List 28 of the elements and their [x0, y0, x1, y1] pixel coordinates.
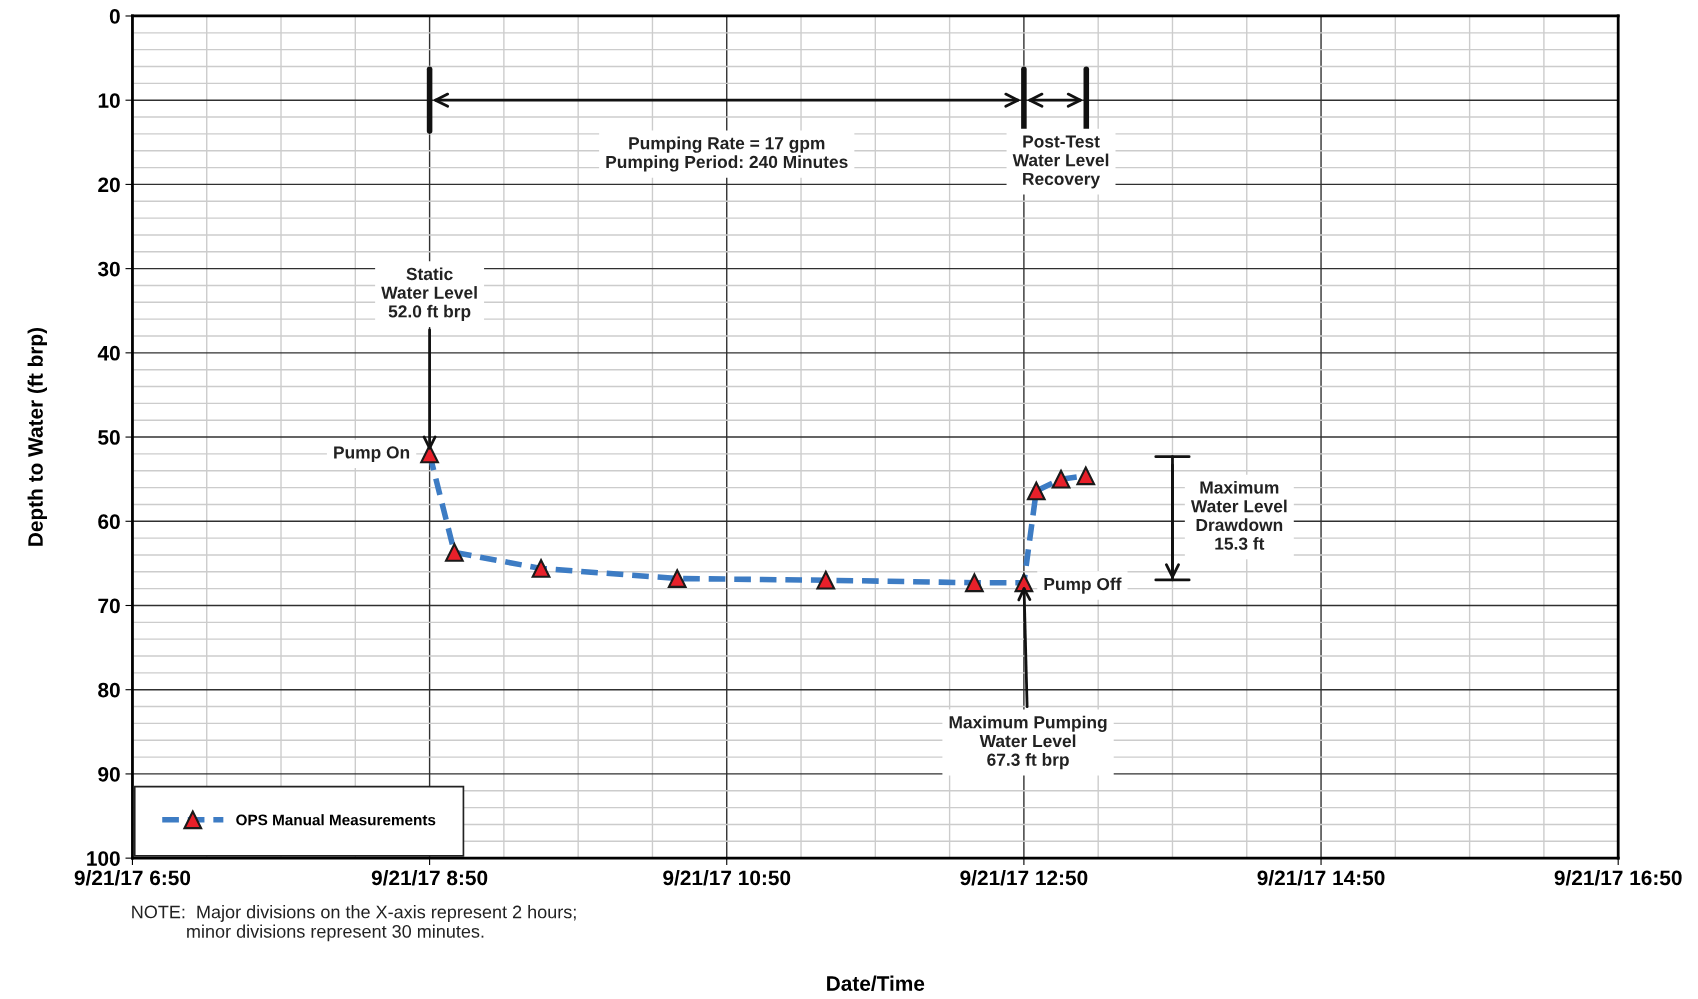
annotation: Pump Off: [1044, 577, 1122, 594]
annotation: Maximum Pumping Water Level 67.3 ft brp: [949, 715, 1107, 770]
y-tick-label: 40: [97, 345, 120, 361]
y-tick-label: 20: [98, 177, 120, 193]
y-tick-label: 100: [87, 851, 120, 866]
annotation: Static Water Level 52.0 ft brp: [381, 267, 477, 321]
x-tick-label: 9/21/17 12:50: [960, 869, 1088, 886]
x-tick-label: 9/21/17 10:50: [663, 869, 791, 886]
y-tick-label: 30: [97, 261, 120, 277]
annotation: Post-Test Water Level Recovery: [1012, 135, 1109, 189]
y-tick-label: 10: [98, 93, 120, 108]
text: NOTE: Major divisions on the X-axis represent 2 hours; minor divisions represent 30 minutes.: [132, 905, 576, 942]
x-tick-label: 9/21/17 6:50: [74, 869, 191, 886]
y-tick-label: 0: [109, 8, 120, 24]
legend-label: OPS Manual Measurements: [236, 814, 436, 826]
x-tick-label: 9/21/17 14:50: [1257, 869, 1385, 886]
y-tick-label: 90: [98, 766, 120, 782]
y-tick-label: 50: [98, 430, 120, 445]
x-tick-label: 9/21/17 8:50: [371, 869, 488, 886]
annotation: Pumping Rate = 17 gpm Pumping Period: 240 Minutes: [606, 136, 848, 172]
y-tick-label: 80: [98, 682, 120, 698]
y-tick-label: 60: [98, 514, 120, 530]
y-axis-title: Depth to Water (ft brp): [27, 327, 47, 546]
annotation: Pump On: [334, 446, 410, 462]
x-axis-title: Date/Time: [827, 975, 925, 992]
x-tick-label: 9/21/17 16:50: [1554, 869, 1682, 886]
y-tick-label: 70: [98, 598, 120, 614]
annotation: Maximum Water Level Drawdown 15.3 ft: [1190, 480, 1287, 550]
